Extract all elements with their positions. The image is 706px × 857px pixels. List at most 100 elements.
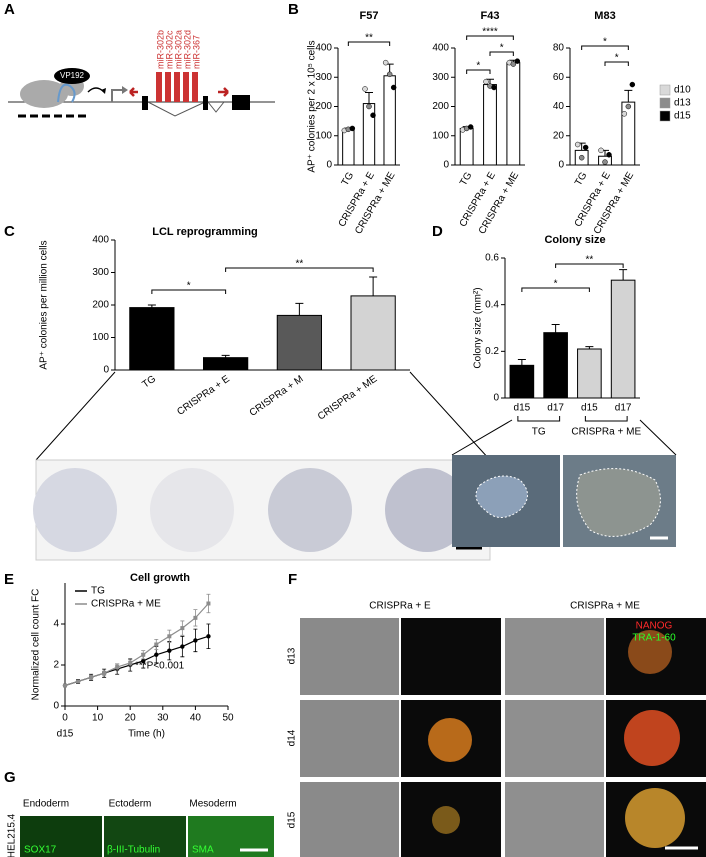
data-point: [491, 84, 497, 91]
chart-title: F57: [360, 10, 379, 22]
column-label: Endoderm: [23, 799, 69, 810]
y-tick-label: 0: [558, 160, 564, 171]
fluorescence-photo: [401, 618, 501, 695]
row-label: d13: [287, 647, 298, 664]
tss-arrow: [111, 89, 124, 102]
bar: [577, 348, 602, 399]
primer-arrow: [129, 87, 138, 97]
data-point: [63, 683, 67, 688]
x-tick-label: 10: [92, 713, 104, 724]
y-tick-label: 100: [315, 130, 332, 141]
x-tick-label: 40: [190, 713, 202, 724]
data-point: [76, 679, 81, 684]
annotation: ***P<0.001: [135, 661, 185, 672]
y-tick-label: 40: [553, 101, 565, 112]
brightfield-photo: [505, 618, 604, 695]
significance-bracket: [466, 69, 491, 74]
chart-title: M83: [594, 10, 615, 22]
data-point: [349, 125, 356, 132]
panel-letter: E: [4, 571, 14, 588]
significance-label: *: [476, 61, 480, 72]
x-tick-label: 0: [62, 713, 68, 724]
legend-label: d15: [674, 111, 691, 122]
data-point: [167, 634, 172, 639]
y-tick-label: 100: [432, 130, 449, 141]
data-point: [141, 652, 146, 657]
y-axis-label: Colony size (mm²): [473, 287, 484, 368]
error-bar: [221, 354, 230, 358]
data-point: [115, 665, 120, 670]
grna: [57, 83, 76, 103]
fluorescence-photo: [20, 816, 102, 857]
chart-title: Cell growth: [130, 572, 190, 584]
significance-label: **: [585, 255, 593, 266]
y-axis-label: AP⁺ colonies per 2 x 10⁵ cells: [307, 40, 318, 172]
panel-letter: D: [432, 223, 443, 240]
x-start-label: d15: [57, 729, 74, 740]
group-bracket: [517, 416, 561, 422]
panel-letter: C: [4, 223, 15, 240]
colony-outline: [576, 468, 661, 537]
x-tick-label: CRISPRa + ME: [316, 373, 380, 422]
y-tick-label: 0.4: [485, 299, 499, 310]
vp192: [54, 68, 90, 84]
intron: [147, 101, 206, 117]
plate-photo: [268, 468, 352, 552]
panel-g: Endoderm Ectoderm Mesoderm HEL215.4 SOX1…: [7, 799, 274, 857]
y-tick-label: 2: [53, 660, 59, 671]
data-point: [102, 671, 107, 676]
group-label: TG: [532, 427, 546, 438]
data-point: [386, 71, 393, 78]
x-tick-label: CRISPRa + E: [175, 373, 232, 417]
chart-title: Colony size: [544, 234, 605, 246]
y-axis-label: Normalized cell count FC: [31, 589, 42, 701]
y-tick-label: 200: [315, 101, 332, 112]
legend-swatch: [659, 97, 671, 109]
row-label: d15: [287, 811, 298, 828]
panel-letter: A: [4, 1, 15, 18]
bar: [610, 279, 636, 399]
y-tick-label: 300: [432, 72, 449, 83]
data-point: [514, 58, 521, 64]
stain-label: SOX17: [24, 845, 57, 856]
data-point: [180, 626, 185, 631]
stain-label: TRA-1-60: [632, 633, 676, 644]
data-point: [602, 159, 608, 165]
mir-box: [174, 72, 180, 102]
group-bracket: [584, 416, 628, 422]
mir-label: miR-302a: [173, 30, 183, 69]
data-point: [606, 152, 612, 158]
data-point: [128, 660, 133, 665]
y-tick-label: 0: [326, 160, 332, 171]
x-tick-label: 20: [125, 713, 137, 724]
significance-bracket: [466, 35, 514, 40]
bar: [129, 307, 175, 371]
zoom-lines: [35, 371, 491, 461]
y-tick-label: 0: [443, 160, 449, 171]
bar: [509, 364, 535, 399]
dcas9: [20, 80, 68, 108]
y-tick-label: 0: [53, 701, 59, 712]
y-tick-label: 80: [553, 43, 565, 54]
panel-d-photos: [451, 419, 677, 547]
bar: [276, 314, 322, 371]
panel-letter: B: [288, 1, 299, 18]
y-tick-label: 0.6: [485, 253, 499, 264]
mir-label: miR-367: [191, 35, 201, 69]
mir-box: [183, 72, 189, 102]
error-bar: [619, 269, 628, 281]
significance-bracket: [555, 263, 624, 268]
y-tick-label: 300: [92, 267, 109, 278]
x-tick-label: TG: [458, 170, 475, 188]
bar: [483, 84, 497, 166]
y-axis-label: AP⁺ colonies per million cells: [39, 240, 50, 369]
legend-label: d13: [674, 98, 691, 109]
legend-label: d10: [674, 85, 691, 96]
panel-c-photos: [33, 371, 491, 561]
legend-swatch: [659, 110, 671, 122]
x-tick-label: d15: [514, 403, 531, 414]
panel-f: CRISPRa + E CRISPRa + ME NANOG TRA-1-60 …: [287, 601, 706, 857]
significance-bracket: [151, 289, 227, 294]
significance-bracket: [347, 41, 391, 46]
